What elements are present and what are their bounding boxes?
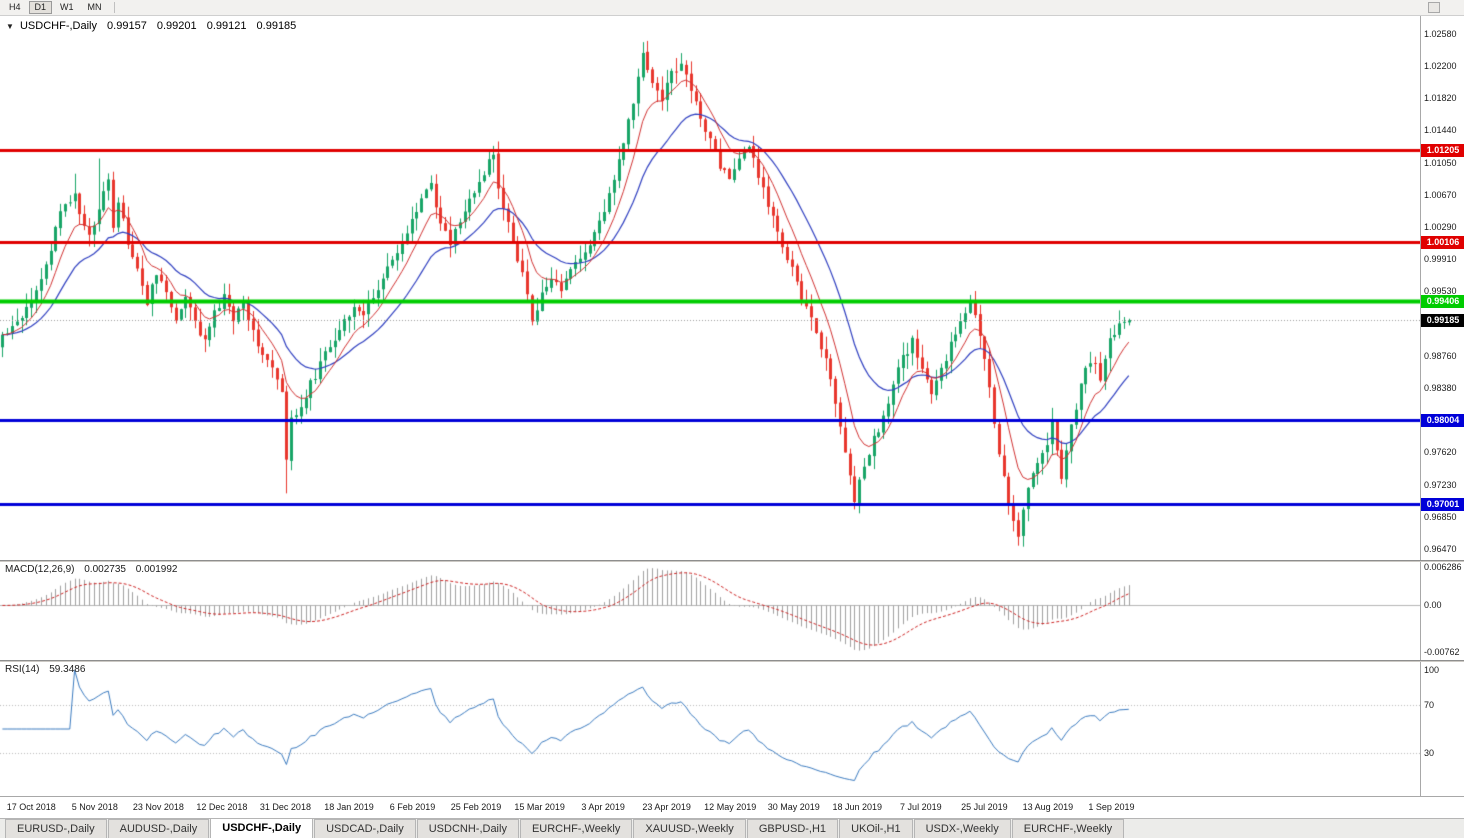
- rsi-tick: 100: [1424, 665, 1440, 675]
- macd-tick: 0.00: [1424, 600, 1442, 611]
- price-tick: 0.97620: [1424, 447, 1457, 458]
- rsi-label: RSI(14) 59.3486: [5, 664, 87, 675]
- rsi-indicator-panel: RSI(14) 59.3486 100 70 30: [0, 662, 1464, 796]
- date-label: 13 Aug 2019: [1022, 802, 1074, 812]
- price-tick: 0.98380: [1424, 382, 1457, 393]
- date-label: 5 Nov 2018: [71, 802, 118, 812]
- price-tick: 0.98760: [1424, 350, 1457, 361]
- date-label: 31 Dec 2018: [259, 802, 311, 812]
- macd-axis: 0.006286 0.00 -0.00762: [1420, 562, 1464, 660]
- macd-canvas[interactable]: [0, 562, 1420, 660]
- date-label: 25 Feb 2019: [450, 802, 502, 812]
- current-price-badge: 0.99185: [1421, 314, 1464, 328]
- date-label: 17 Oct 2018: [6, 802, 56, 812]
- date-label: 1 Sep 2019: [1088, 802, 1135, 812]
- macd-name: MACD(12,26,9): [5, 564, 75, 575]
- rsi-canvas[interactable]: [0, 662, 1420, 796]
- price-chart-panel: ▼ USDCHF-,Daily 0.99157 0.99201 0.99121 …: [0, 16, 1464, 560]
- date-label: 12 May 2019: [704, 802, 757, 812]
- price-tick: 1.02200: [1424, 60, 1457, 71]
- ohlc-high-value: 0.99201: [156, 20, 197, 32]
- ohlc-close-value: 0.99185: [256, 20, 297, 32]
- date-axis: 17 Oct 2018 5 Nov 2018 23 Nov 2018 12 Dec 2…: [0, 796, 1464, 818]
- rsi-axis: 100 70 30: [1420, 662, 1464, 796]
- price-level-badge: 0.99406: [1421, 295, 1464, 309]
- timeframe-button-mn[interactable]: MN: [81, 1, 108, 14]
- price-axis: 1.02580 1.02200 1.01820 1.01440 1.01050 1.006…: [1420, 16, 1464, 560]
- date-label: 30 May 2019: [767, 802, 820, 812]
- symbol-dropdown-icon[interactable]: ▼: [6, 22, 14, 31]
- date-label: 15 Mar 2019: [514, 802, 565, 812]
- price-level-badge: 0.97001: [1421, 498, 1464, 512]
- price-tick: 1.01440: [1424, 124, 1457, 135]
- chart-tab-gbpusd-h1[interactable]: GBPUSD-,H1: [746, 819, 839, 838]
- date-label: 23 Apr 2019: [642, 802, 691, 812]
- toolbar-separator: [113, 2, 115, 13]
- chart-title: ▼ USDCHF-,Daily 0.99157 0.99201 0.99121 …: [6, 20, 296, 32]
- price-level-badge: 1.00106: [1421, 236, 1464, 250]
- date-label: 18 Jun 2019: [832, 802, 883, 812]
- date-label: 7 Jul 2019: [900, 802, 942, 812]
- macd-main-value: 0.002735: [84, 564, 126, 575]
- price-tick: 0.97230: [1424, 479, 1457, 490]
- chart-tab-eurchf-weekly[interactable]: EURCHF-,Weekly: [519, 819, 633, 838]
- chart-tab-usdchf-daily[interactable]: USDCHF-,Daily: [210, 818, 314, 838]
- toolbar-corner-button[interactable]: [1428, 2, 1440, 13]
- rsi-name: RSI(14): [5, 664, 40, 675]
- price-tick: 1.02580: [1424, 28, 1457, 39]
- chart-symbol-label: USDCHF-,Daily: [19, 20, 97, 32]
- date-label: 12 Dec 2018: [196, 802, 248, 812]
- chart-tab-usdcnh-daily[interactable]: USDCNH-,Daily: [416, 819, 519, 838]
- chart-tab-eurchf-weekly[interactable]: EURCHF-,Weekly: [1011, 819, 1125, 838]
- timeframe-buttons-group: H4 D1 W1 MN: [0, 0, 109, 15]
- price-level-badge: 1.01205: [1421, 143, 1464, 157]
- timeframe-button-w1[interactable]: W1: [54, 1, 80, 14]
- price-tick: 1.00290: [1424, 221, 1457, 232]
- date-label: 23 Nov 2018: [132, 802, 184, 812]
- chart-tab-audusd-daily[interactable]: AUDUSD-,Daily: [107, 819, 210, 838]
- macd-tick: -0.00762: [1424, 647, 1460, 657]
- chart-tab-usdcad-daily[interactable]: USDCAD-,Daily: [314, 819, 416, 838]
- rsi-tick: 30: [1424, 747, 1435, 758]
- macd-tick: 0.006286: [1424, 562, 1462, 572]
- price-tick: 1.01050: [1424, 157, 1457, 168]
- price-tick: 1.00670: [1424, 189, 1457, 200]
- macd-label: MACD(12,26,9) 0.002735 0.001992: [5, 564, 179, 575]
- price-tick: 0.96470: [1424, 544, 1457, 555]
- chart-tab-eurusd-daily[interactable]: EURUSD-,Daily: [5, 819, 107, 838]
- timeframe-toolbar: H4 D1 W1 MN: [0, 0, 1464, 16]
- rsi-tick: 70: [1424, 700, 1435, 711]
- ohlc-open-value: 0.99157: [107, 20, 147, 32]
- date-label: 3 Apr 2019: [581, 802, 625, 812]
- price-level-badge: 0.98004: [1421, 413, 1464, 427]
- timeframe-button-d1[interactable]: D1: [28, 1, 53, 14]
- date-label: 18 Jan 2019: [324, 802, 374, 812]
- price-tick: 1.01820: [1424, 92, 1457, 103]
- panel-splitter[interactable]: [0, 560, 1464, 562]
- price-chart-canvas[interactable]: [0, 16, 1420, 560]
- rsi-value: 59.3486: [49, 664, 86, 675]
- date-label: 25 Jul 2019: [961, 802, 1008, 812]
- chart-tab-xauusd-weekly[interactable]: XAUUSD-,Weekly: [633, 819, 746, 838]
- macd-signal-value: 0.001992: [135, 564, 178, 575]
- timeframe-button-h4[interactable]: H4: [3, 1, 27, 14]
- ohlc-low-value: 0.99121: [206, 20, 247, 32]
- date-label: 6 Feb 2019: [389, 802, 436, 812]
- price-tick: 0.99910: [1424, 253, 1457, 264]
- price-tick: 0.99530: [1424, 285, 1457, 296]
- price-tick: 0.96850: [1424, 511, 1457, 522]
- panel-splitter[interactable]: [0, 660, 1464, 662]
- chart-tab-usdx-weekly[interactable]: USDX-,Weekly: [913, 819, 1011, 838]
- macd-indicator-panel: MACD(12,26,9) 0.002735 0.001992 0.006286…: [0, 562, 1464, 660]
- chart-tabs-bar: EURUSD-,Daily AUDUSD-,Daily USDCHF-,Daily U…: [0, 818, 1464, 838]
- chart-tab-ukoil-h1[interactable]: UKOil-,H1: [839, 819, 913, 838]
